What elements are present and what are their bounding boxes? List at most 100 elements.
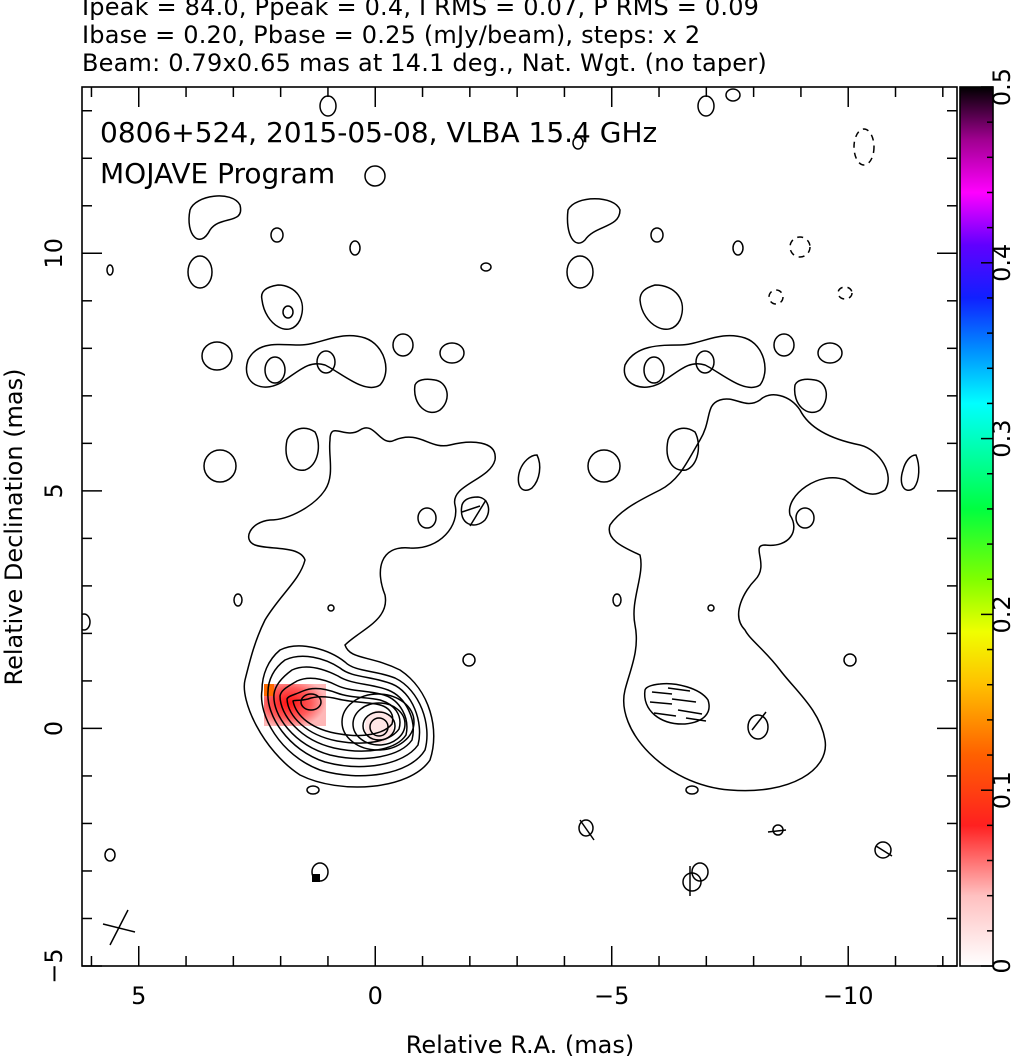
colorbar-tick-label: 0.4 — [988, 244, 1016, 282]
contour-negative — [853, 128, 875, 166]
evpa-tick — [677, 709, 703, 715]
x-tick-label: −10 — [823, 982, 874, 1010]
x-tick-label: 5 — [131, 982, 146, 1010]
pol-pixel — [312, 874, 320, 882]
contour-right-island — [623, 334, 766, 389]
contour-right-island — [725, 88, 741, 102]
contour-right-island — [639, 284, 684, 331]
contour-right-island — [566, 255, 594, 289]
contour-right-island — [773, 333, 795, 357]
evpa-vectors — [461, 499, 893, 896]
evpa-tick — [667, 687, 691, 692]
y-tick-labels: −5 0 5 10 — [40, 238, 68, 984]
contour-left-4 — [273, 666, 414, 760]
contour-core-3 — [362, 711, 396, 741]
contour-negative — [789, 236, 811, 258]
evpa-tick — [579, 819, 595, 841]
beam-minor-axis — [102, 923, 136, 933]
colorbar-ticks — [981, 86, 993, 967]
contour-left-island — [392, 333, 414, 357]
contour-left-island — [203, 449, 237, 483]
contour-left-island — [264, 356, 286, 384]
x-tick-label: 0 — [368, 982, 383, 1010]
contour-right-island — [697, 95, 715, 117]
map-title-program: MOJAVE Program — [100, 157, 335, 190]
contour-left-outer — [243, 427, 496, 788]
contour-left-island — [462, 653, 476, 667]
evpa-tick — [751, 711, 767, 731]
contour-right-island — [691, 862, 709, 882]
colorbar-tick-label: 0.1 — [988, 771, 1016, 809]
contour-left-2 — [260, 645, 428, 777]
contour-right-island — [707, 604, 715, 612]
contour-right-island — [732, 240, 744, 256]
contour-left-island — [311, 862, 329, 882]
contour-right-island — [666, 427, 700, 471]
y-tick-label: −5 — [40, 948, 68, 983]
contour-right-island — [874, 841, 892, 859]
plot-frame — [81, 86, 958, 967]
contour-left-island — [439, 342, 465, 364]
evpa-tick — [653, 712, 677, 717]
contour-right-island — [612, 593, 622, 607]
contour-right-outer — [608, 394, 889, 792]
contour-left-island — [187, 255, 213, 289]
beam-marker — [102, 909, 136, 946]
contour-left-7 — [292, 696, 394, 737]
y-tick-label: 0 — [40, 721, 68, 736]
contour-left-6 — [286, 687, 401, 744]
contour-left-island — [480, 262, 492, 272]
evpa-tick — [875, 845, 893, 857]
negative-contours — [768, 128, 875, 305]
contour-left-island — [319, 95, 337, 117]
contour-right-polpatch — [644, 682, 710, 725]
contour-right-island — [566, 198, 621, 244]
contour-core-2 — [352, 702, 406, 746]
contour-right-island — [682, 872, 702, 892]
contour-left-island — [282, 305, 294, 319]
y-axis-label: Relative Declination (mas) — [0, 368, 28, 685]
pol-patch-edge — [264, 684, 274, 696]
colorbar-tick-label: 0 — [988, 958, 1016, 973]
contour-left-island — [417, 507, 437, 529]
contour-right-core — [747, 714, 769, 740]
contour-left-island — [260, 284, 304, 330]
pol-patch-core — [365, 710, 393, 744]
evpa-tick — [767, 829, 787, 833]
contour-right-island — [685, 785, 699, 795]
polarized-intensity-layer — [264, 684, 393, 882]
colorbar-tick-label: 0.3 — [988, 420, 1016, 458]
contour-left-island — [517, 454, 541, 491]
contour-left-island — [364, 165, 386, 187]
contour-left-island — [413, 378, 448, 414]
colorbar-tick-label: 0.2 — [988, 595, 1016, 633]
contour-left-island — [245, 334, 387, 389]
evpa-tick — [651, 691, 673, 695]
map-title-source: 0806+524, 2015-05-08, VLBA 15.4 GHz — [100, 116, 657, 149]
contour-core-4 — [369, 717, 389, 737]
contour-left-island — [460, 496, 490, 526]
contour-layer — [82, 88, 920, 892]
y-tick-label: 5 — [40, 483, 68, 498]
contour-left-island — [201, 341, 233, 371]
contour-negative — [768, 289, 784, 305]
contour-left-island — [316, 350, 336, 374]
contour-left-island — [349, 240, 361, 256]
contour-right-island — [650, 227, 664, 243]
contour-left-5 — [279, 677, 408, 752]
contour-right-island — [900, 454, 920, 491]
y-axis-ticks — [82, 110, 957, 967]
contour-right-island — [793, 378, 827, 414]
contour-right-island — [578, 819, 594, 837]
contour-left-island — [285, 427, 320, 471]
x-axis-ticks — [90, 87, 944, 966]
contour-right-island — [695, 350, 715, 374]
contour-right-island — [643, 356, 665, 384]
x-axis-label: Relative R.A. (mas) — [406, 1031, 634, 1059]
evpa-tick — [461, 505, 481, 513]
contour-knot — [300, 693, 322, 711]
contour-left-island — [188, 195, 242, 240]
header-line-peaks: Ipeak = 84.0, Ppeak = 0.4, I RMS = 0.07,… — [82, 0, 760, 21]
